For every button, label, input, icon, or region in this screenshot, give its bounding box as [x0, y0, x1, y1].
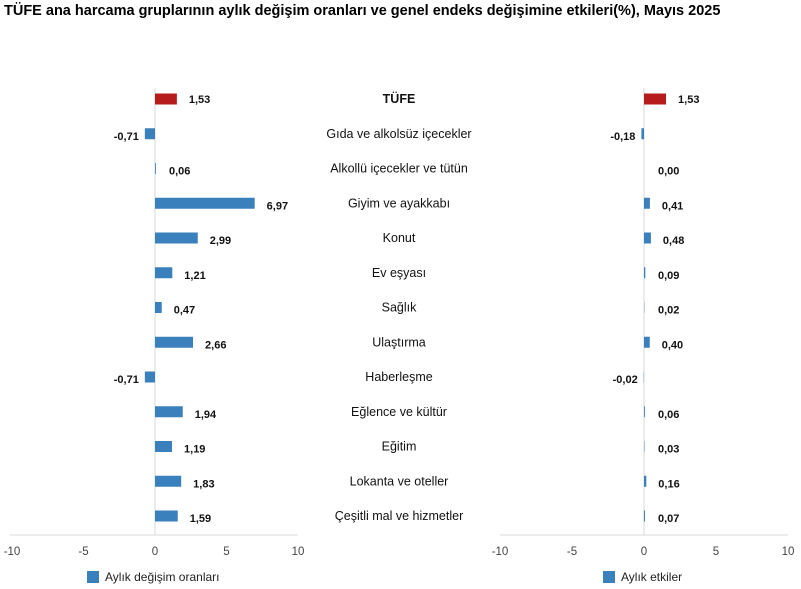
right-data-label: 1,53 [678, 94, 699, 106]
right-data-label: 0,09 [658, 270, 679, 282]
left-data-label: 1,59 [190, 513, 211, 525]
right-data-label: 0,02 [658, 305, 679, 317]
right-tick-label: -5 [567, 546, 577, 558]
right-tick-label: 10 [782, 546, 795, 558]
left-bar [155, 406, 183, 418]
left-bar [155, 232, 198, 244]
left-data-label: 1,19 [184, 444, 205, 456]
category-label: Ulaştırma [372, 335, 426, 349]
category-label: Eğitim [382, 440, 417, 454]
right-bar [644, 336, 650, 348]
right-tick-label: -10 [492, 546, 509, 558]
right-bar [644, 406, 645, 418]
category-label: Ev eşyası [372, 266, 426, 280]
left-bar [155, 163, 156, 174]
left-bar [144, 128, 155, 140]
right-bar [644, 475, 647, 487]
right-data-label: 0,03 [658, 444, 679, 456]
legend-left-label: Aylık değişim oranları [105, 570, 220, 584]
left-data-label: -0,71 [114, 374, 139, 386]
chart-title: TÜFE ana harcama gruplarının aylık değiş… [4, 3, 721, 19]
left-bar [155, 510, 178, 522]
left-bar [155, 197, 255, 209]
left-tick-label: -10 [4, 546, 21, 558]
right-bar [644, 93, 667, 105]
right-bar [644, 267, 646, 279]
category-label: TÜFE [383, 91, 416, 106]
right-data-label: 0,48 [663, 235, 684, 247]
right-data-label: 0,16 [658, 478, 679, 490]
right-bar [644, 197, 650, 209]
legend-left: Aylık değişim oranları [87, 570, 220, 584]
category-label: Haberleşme [365, 370, 432, 384]
left-bar [155, 441, 173, 452]
right-bar [644, 232, 651, 244]
left-bar [155, 302, 162, 313]
left-bar [144, 371, 155, 383]
left-data-label: -0,71 [114, 131, 139, 143]
right-data-label: 0,41 [662, 200, 683, 212]
right-bar [644, 510, 646, 522]
category-label: Alkollü içecekler ve tütün [330, 162, 468, 176]
left-data-label: 1,53 [189, 94, 210, 106]
left-bar [155, 93, 177, 105]
left-data-label: 0,06 [169, 166, 190, 178]
left-data-label: 1,94 [195, 409, 217, 421]
right-data-label: 0,06 [658, 409, 679, 421]
left-bar [155, 475, 182, 487]
right-data-label: 0,00 [658, 166, 679, 178]
category-label: Lokanta ve oteller [350, 474, 449, 488]
right-data-label: 0,40 [662, 339, 683, 351]
left-data-label: 1,83 [193, 478, 214, 490]
legend-right-label: Aylık etkiler [621, 570, 683, 584]
left-bar [155, 336, 194, 348]
left-data-label: 2,99 [210, 235, 231, 247]
right-data-label: 0,07 [658, 513, 679, 525]
legend-right: Aylık etkiler [603, 570, 682, 584]
left-bar [155, 267, 173, 279]
category-label: Çeşitli mal ve hizmetler [335, 509, 464, 523]
right-tick-label: 5 [713, 546, 719, 558]
category-label: Gıda ve alkolsüz içecekler [326, 127, 471, 141]
category-label: Konut [383, 231, 416, 245]
left-data-label: 1,21 [184, 270, 205, 282]
legend-left-swatch [87, 571, 99, 583]
left-tick-label: -5 [78, 546, 88, 558]
right-data-label: -0,02 [613, 374, 638, 386]
left-data-label: 6,97 [267, 200, 288, 212]
left-data-label: 2,66 [205, 339, 226, 351]
right-tick-label: 0 [641, 546, 647, 558]
right-data-label: -0,18 [610, 131, 635, 143]
legend-right-swatch [603, 571, 615, 583]
left-tick-label: 5 [223, 546, 229, 558]
category-label: Eğlence ve kültür [351, 405, 447, 419]
category-label: Giyim ve ayakkabı [348, 196, 450, 210]
left-tick-label: 10 [292, 546, 305, 558]
left-data-label: 0,47 [174, 305, 195, 317]
right-bar [641, 128, 644, 140]
left-tick-label: 0 [152, 546, 158, 558]
category-label: Sağlık [382, 301, 417, 315]
